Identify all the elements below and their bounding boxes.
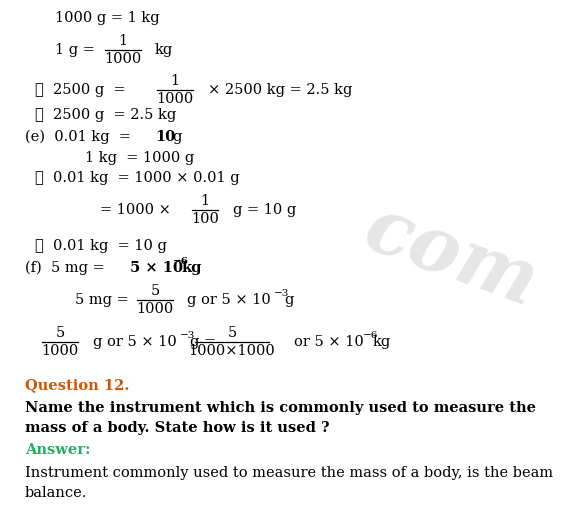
Text: 1 kg  = 1000 g: 1 kg = 1000 g: [85, 151, 194, 165]
Text: mass of a body. State how is it used ?: mass of a body. State how is it used ?: [25, 421, 329, 435]
Text: 1: 1: [118, 34, 128, 48]
Text: 5 × 10: 5 × 10: [130, 261, 183, 275]
Text: kg: kg: [373, 335, 391, 349]
Text: 5 mg =: 5 mg =: [75, 293, 133, 307]
Text: com: com: [354, 191, 547, 322]
Text: g: g: [172, 130, 181, 144]
Text: ∴  2500 g  = 2.5 kg: ∴ 2500 g = 2.5 kg: [35, 108, 176, 122]
Text: 5: 5: [227, 326, 236, 340]
Text: −6: −6: [363, 330, 378, 340]
Text: g: g: [284, 293, 293, 307]
Text: 1000: 1000: [136, 302, 173, 316]
Text: (f)  5 mg =: (f) 5 mg =: [25, 261, 109, 275]
Text: 5: 5: [150, 284, 160, 298]
Text: 100: 100: [191, 212, 219, 226]
Text: ∴  0.01 kg  = 1000 × 0.01 g: ∴ 0.01 kg = 1000 × 0.01 g: [35, 171, 240, 185]
Text: (e)  0.01 kg  =: (e) 0.01 kg =: [25, 130, 136, 144]
Text: 1 g =: 1 g =: [55, 43, 100, 57]
Text: 10: 10: [155, 130, 175, 144]
Text: g or 5 × 10: g or 5 × 10: [93, 335, 177, 349]
Text: balance.: balance.: [25, 486, 87, 500]
Text: Name the instrument which is commonly used to measure the: Name the instrument which is commonly us…: [25, 401, 536, 415]
Text: 1000×1000: 1000×1000: [189, 344, 275, 358]
Text: 1000: 1000: [157, 92, 194, 106]
Text: kg: kg: [155, 43, 173, 57]
Text: × 2500 kg = 2.5 kg: × 2500 kg = 2.5 kg: [208, 83, 352, 97]
Text: −3: −3: [180, 330, 195, 340]
Text: 5: 5: [55, 326, 65, 340]
Text: g =: g =: [190, 335, 221, 349]
Text: Instrument commonly used to measure the mass of a body, is the beam: Instrument commonly used to measure the …: [25, 466, 553, 480]
Text: 1: 1: [171, 74, 180, 88]
Text: ∴  0.01 kg  = 10 g: ∴ 0.01 kg = 10 g: [35, 239, 167, 253]
Text: Question 12.: Question 12.: [25, 378, 129, 392]
Text: −6: −6: [173, 256, 189, 266]
Text: g = 10 g: g = 10 g: [233, 203, 296, 217]
Text: g or 5 × 10: g or 5 × 10: [187, 293, 271, 307]
Text: 1: 1: [200, 194, 209, 208]
Text: Answer:: Answer:: [25, 443, 91, 457]
Text: kg: kg: [181, 261, 202, 275]
Text: or 5 × 10: or 5 × 10: [294, 335, 364, 349]
Text: −3: −3: [274, 288, 289, 298]
Text: ∴  2500 g  =: ∴ 2500 g =: [35, 83, 130, 97]
Text: 1000 g = 1 kg: 1000 g = 1 kg: [55, 11, 160, 25]
Text: = 1000 ×: = 1000 ×: [100, 203, 176, 217]
Text: 1000: 1000: [41, 344, 79, 358]
Text: 1000: 1000: [104, 52, 142, 66]
